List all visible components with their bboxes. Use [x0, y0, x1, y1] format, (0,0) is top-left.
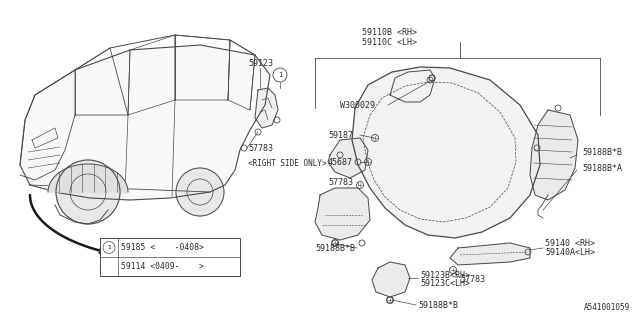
Polygon shape — [450, 243, 530, 265]
Polygon shape — [372, 262, 410, 297]
Polygon shape — [20, 45, 270, 200]
Text: 59123B<RH>: 59123B<RH> — [420, 270, 470, 279]
Text: <RIGHT SIDE ONLY>: <RIGHT SIDE ONLY> — [248, 158, 326, 167]
Text: 59123C<LH>: 59123C<LH> — [420, 279, 470, 289]
Text: 1: 1 — [107, 245, 111, 250]
Text: W300029: W300029 — [340, 100, 375, 109]
Text: 59110C <LH>: 59110C <LH> — [362, 37, 417, 46]
Polygon shape — [390, 70, 435, 102]
Text: 59114 <0409-    >: 59114 <0409- > — [121, 262, 204, 271]
Text: 59123: 59123 — [248, 59, 273, 68]
Text: 57783: 57783 — [328, 178, 353, 187]
Text: 59140 <RH>: 59140 <RH> — [545, 238, 595, 247]
Text: 59140A<LH>: 59140A<LH> — [545, 247, 595, 257]
Polygon shape — [315, 188, 370, 240]
Text: 59188B*B: 59188B*B — [315, 244, 355, 252]
Text: 59188B*B: 59188B*B — [418, 300, 458, 309]
Polygon shape — [530, 110, 578, 200]
Text: 1: 1 — [278, 72, 282, 78]
Circle shape — [56, 160, 120, 224]
Text: 59188B*B: 59188B*B — [582, 148, 622, 156]
Text: 59187: 59187 — [328, 131, 353, 140]
Text: A541001059: A541001059 — [584, 303, 630, 312]
Polygon shape — [352, 67, 540, 238]
Text: 57783: 57783 — [460, 276, 485, 284]
Polygon shape — [255, 88, 278, 128]
Text: 59185 <    -0408>: 59185 < -0408> — [121, 243, 204, 252]
Text: 59188B*A: 59188B*A — [582, 164, 622, 172]
Polygon shape — [48, 164, 128, 192]
Text: 57783: 57783 — [248, 143, 273, 153]
Text: 45687: 45687 — [328, 157, 353, 166]
Polygon shape — [328, 138, 368, 178]
Circle shape — [176, 168, 224, 216]
FancyBboxPatch shape — [100, 238, 240, 276]
Text: 59110B <RH>: 59110B <RH> — [362, 28, 417, 36]
